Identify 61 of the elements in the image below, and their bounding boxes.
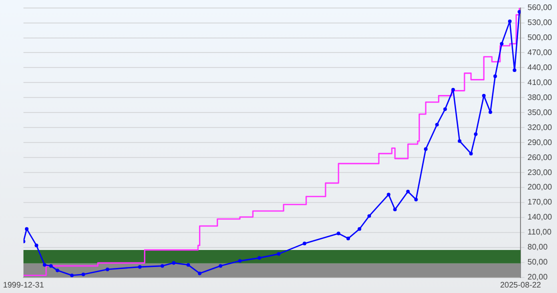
point: [406, 190, 410, 194]
point: [106, 268, 110, 272]
point: [198, 272, 202, 276]
point: [238, 259, 242, 263]
point: [346, 236, 350, 240]
y-tick-label: 440,00: [528, 62, 553, 72]
y-tick-label: 290,00: [528, 138, 553, 147]
point: [393, 208, 397, 212]
point: [458, 139, 462, 143]
y-tick-label: 80,00: [528, 242, 548, 252]
point: [435, 122, 439, 126]
y-tick-label: 320,00: [528, 122, 553, 132]
point: [276, 252, 280, 256]
point: [49, 264, 53, 268]
point: [56, 268, 60, 272]
y-tick-label: 410,00: [528, 78, 553, 87]
point: [451, 88, 455, 92]
y-tick-label: 500,00: [528, 32, 553, 42]
point: [42, 263, 46, 267]
point: [469, 152, 473, 156]
y-tick-label: 110,00: [528, 228, 552, 237]
y-tick-label: 530,00: [528, 18, 553, 27]
point: [336, 232, 340, 236]
point: [518, 10, 521, 14]
point: [34, 244, 38, 248]
point: [414, 198, 418, 202]
point: [367, 214, 372, 218]
y-tick-label: 560,00: [528, 3, 553, 12]
y-tick-label: 260,00: [528, 152, 553, 162]
y-tick-label: 470,00: [528, 48, 553, 57]
y-tick-label: 230,00: [528, 168, 553, 177]
point: [358, 227, 362, 231]
point: [482, 94, 486, 98]
point: [512, 68, 516, 72]
point: [218, 264, 222, 268]
point: [24, 227, 28, 231]
point: [186, 263, 190, 267]
y-tick-label: 140,00: [528, 212, 553, 222]
point: [160, 264, 164, 268]
x-tick-label: 2025-08-22: [500, 280, 542, 290]
point: [172, 261, 176, 265]
y-tick-label: 170,00: [528, 198, 553, 207]
x-tick-label: 1999-12-31: [3, 280, 44, 290]
point: [138, 265, 142, 269]
point: [493, 74, 497, 78]
point: [70, 274, 74, 278]
point: [386, 192, 390, 196]
point: [500, 42, 504, 46]
y-tick-label: 350,00: [528, 108, 553, 117]
y-tick-label: 380,00: [528, 92, 553, 102]
point: [82, 272, 86, 276]
point: [424, 147, 428, 151]
point: [508, 19, 512, 24]
y-tick-label: 200,00: [528, 182, 553, 192]
y-tick-label: 20,00: [528, 272, 548, 282]
point: [258, 256, 262, 260]
point: [474, 132, 478, 136]
point: [443, 107, 447, 111]
point: [302, 242, 306, 246]
y-tick-label: 50,00: [528, 258, 548, 267]
point: [488, 110, 492, 114]
